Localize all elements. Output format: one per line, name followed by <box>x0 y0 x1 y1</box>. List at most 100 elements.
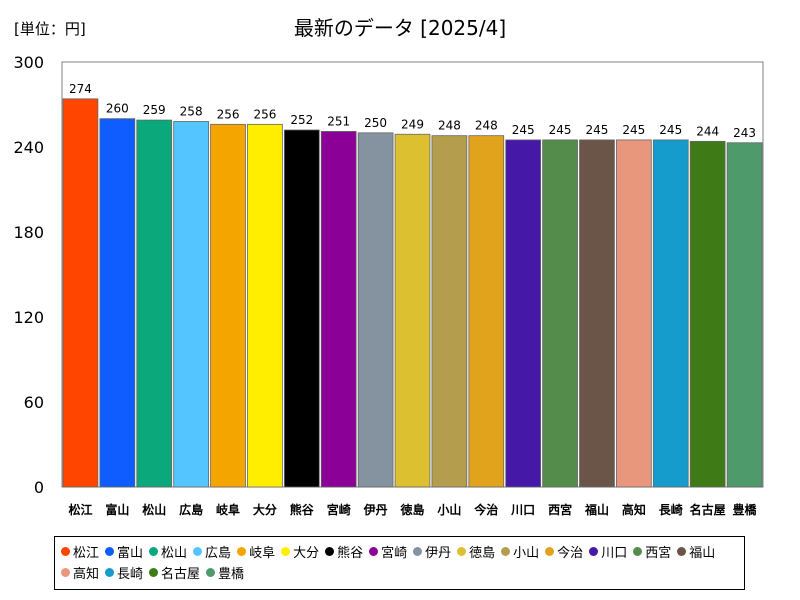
legend-label: 川口 <box>601 546 628 561</box>
legend-label: 長崎 <box>117 567 144 582</box>
y-tick-label: 0 <box>34 478 44 497</box>
x-category-label: 徳島 <box>399 502 424 517</box>
legend-label: 岐阜 <box>249 546 276 561</box>
bar-value-label: 245 <box>586 123 609 137</box>
legend-label: 福山 <box>689 546 716 561</box>
legend-item: 小山 <box>501 541 539 562</box>
bar-value-label: 258 <box>180 105 203 119</box>
legend-label: 名古屋 <box>161 567 201 582</box>
legend-item: 高知 <box>61 562 99 583</box>
bar <box>431 135 468 488</box>
bar <box>726 142 763 488</box>
legend-item: 宮崎 <box>369 541 407 562</box>
bar-value-label: 256 <box>253 107 276 121</box>
legend-item: 松江 <box>61 541 99 562</box>
bar <box>689 140 726 488</box>
chart-title: 最新のデータ [2025/4] <box>293 16 507 40</box>
legend-marker-icon <box>369 547 379 556</box>
legend-marker-icon <box>457 547 467 556</box>
x-category-label: 小山 <box>437 502 461 517</box>
x-category-label: 豊橋 <box>733 502 758 517</box>
legend-marker-icon <box>325 547 335 556</box>
x-category-label: 宮崎 <box>327 502 351 517</box>
bar-value-label: 249 <box>401 117 424 131</box>
x-category-label: 川口 <box>510 503 535 517</box>
legend-label: 西宮 <box>645 546 672 561</box>
bar-chart: 0 60 120 180 240 300 274 松江 260 富山 259 松山 258 広島 256 岐阜… <box>13 53 764 517</box>
bar-value-label: 256 <box>217 107 240 121</box>
legend-marker-icon <box>281 547 291 556</box>
legend-marker-icon <box>545 547 555 556</box>
legend-label: 大分 <box>293 546 320 561</box>
unit-label: [単位：円] <box>14 20 86 38</box>
legend-item: 名古屋 <box>149 562 200 583</box>
bar <box>210 123 246 488</box>
bar-value-label: 245 <box>622 123 645 137</box>
bar-value-label: 248 <box>475 119 498 133</box>
x-category-label: 広島 <box>179 502 203 517</box>
legend-marker-icon <box>501 547 511 556</box>
legend-label: 富山 <box>117 546 144 561</box>
legend-item: 岐阜 <box>237 541 275 562</box>
bar-value-label: 260 <box>106 102 129 116</box>
x-category-label: 長崎 <box>659 502 683 517</box>
x-category-label: 松江 <box>68 502 92 517</box>
legend-label: 豊橋 <box>218 567 245 582</box>
x-category-label: 岐阜 <box>216 502 240 517</box>
bar-value-label: 245 <box>512 123 535 137</box>
legend-label: 高知 <box>73 567 100 582</box>
bar <box>542 139 578 488</box>
bar-value-label: 245 <box>549 123 572 137</box>
legend-marker-icon <box>105 547 115 556</box>
legend-item: 豊橋 <box>206 562 244 583</box>
y-tick-label: 300 <box>13 53 44 72</box>
legend-label: 松江 <box>73 546 100 561</box>
legend-marker-icon <box>61 568 70 577</box>
bar <box>579 139 615 488</box>
legend-marker-icon <box>149 547 159 556</box>
bar <box>394 133 431 488</box>
legend-item: 今治 <box>545 541 583 562</box>
legend-label: 松山 <box>161 546 188 561</box>
legend-label: 小山 <box>513 546 540 561</box>
legend-label: 徳島 <box>469 546 496 561</box>
bar-value-label: 250 <box>364 116 387 130</box>
bar-value-label: 252 <box>290 113 313 127</box>
legend-item: 川口 <box>589 541 627 562</box>
legend-item: 熊谷 <box>325 541 363 562</box>
bar-value-label: 259 <box>143 103 166 117</box>
bar <box>468 135 505 488</box>
legend-item: 富山 <box>105 541 143 562</box>
legend-marker-icon <box>206 568 216 577</box>
x-category-label: 大分 <box>253 502 277 517</box>
bar-value-label: 251 <box>327 114 350 128</box>
legend-item: 松山 <box>149 541 187 562</box>
x-category-label: 西宮 <box>548 502 572 517</box>
bar-value-label: 244 <box>696 124 719 138</box>
bar <box>173 121 209 488</box>
x-category-label: 熊谷 <box>290 502 315 517</box>
legend-label: 今治 <box>557 546 584 561</box>
legend-marker-icon <box>105 568 115 577</box>
legend-marker-icon <box>633 547 643 556</box>
legend-item: 西宮 <box>633 541 671 562</box>
x-category-label: 富山 <box>105 502 129 517</box>
legend-label: 広島 <box>205 546 232 561</box>
x-category-label: 伊丹 <box>363 502 388 517</box>
x-category-label: 高知 <box>622 502 646 517</box>
x-category-label: 名古屋 <box>690 502 726 517</box>
bar <box>136 119 173 488</box>
bar <box>320 131 357 488</box>
y-tick-label: 180 <box>13 223 44 242</box>
legend-marker-icon <box>413 547 423 556</box>
legend-item: 広島 <box>193 541 231 562</box>
legend-item: 大分 <box>281 541 319 562</box>
bar <box>99 118 136 488</box>
legend-label: 宮崎 <box>381 546 408 561</box>
bar-value-label: 274 <box>69 82 92 96</box>
bar <box>357 132 394 488</box>
bar <box>505 139 542 488</box>
bar-value-label: 243 <box>733 126 756 140</box>
bar-value-label: 248 <box>438 119 461 133</box>
legend-marker-icon <box>61 547 70 556</box>
